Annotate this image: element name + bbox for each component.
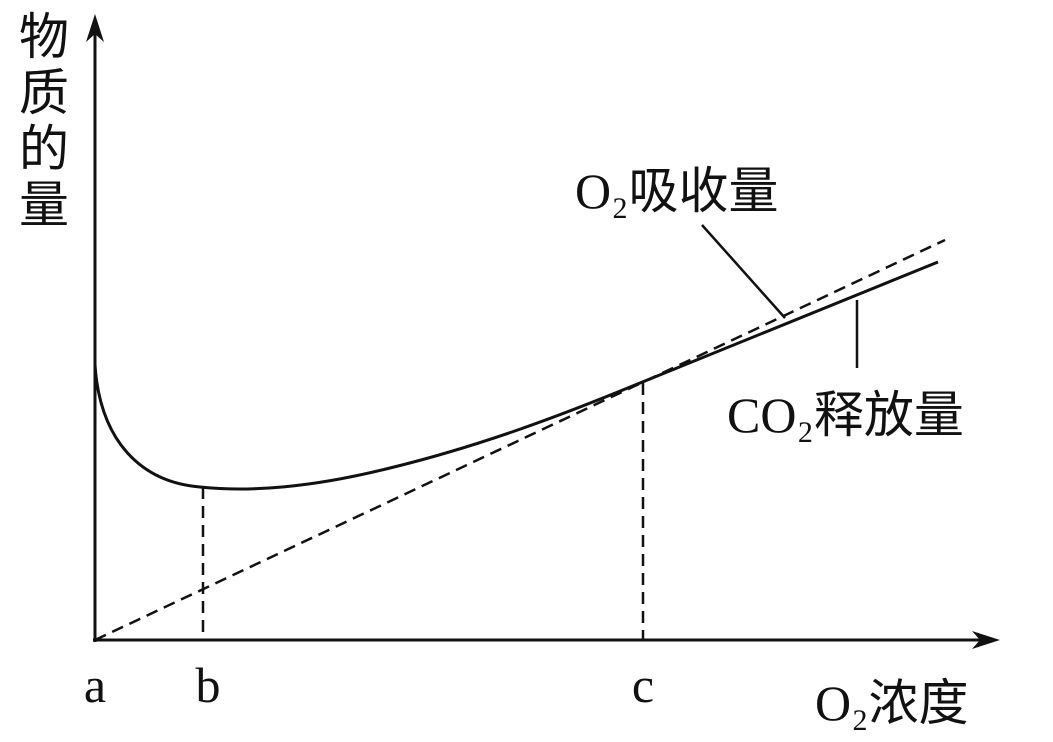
x-axis-arrow xyxy=(972,631,1000,649)
x-axis-label: O₂浓度 xyxy=(815,675,969,731)
co2-release-curve xyxy=(93,260,939,491)
o2-leader xyxy=(701,224,786,319)
y-axis-label: 物质的量 xyxy=(12,10,68,234)
y-axis-arrow xyxy=(86,14,104,42)
co2-release-label: CO₂释放量 xyxy=(727,387,964,443)
o2-uptake-line xyxy=(94,238,946,642)
point-label: a xyxy=(84,657,106,713)
o2-uptake-label: O₂吸收量 xyxy=(575,163,779,219)
point-label: b xyxy=(196,657,221,713)
point-label: c xyxy=(632,657,654,713)
